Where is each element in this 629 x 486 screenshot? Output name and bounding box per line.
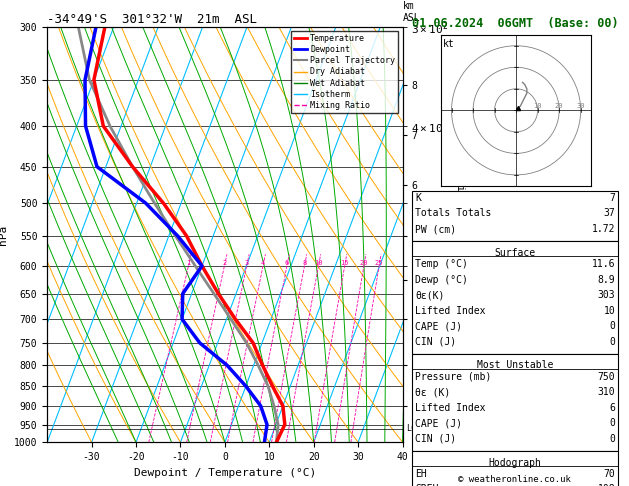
Text: 0: 0 xyxy=(610,434,615,444)
Text: EH: EH xyxy=(415,469,427,479)
Text: 10: 10 xyxy=(603,306,615,315)
Text: 37: 37 xyxy=(603,208,615,218)
Text: Lifted Index: Lifted Index xyxy=(415,403,486,413)
Text: Dewp (°C): Dewp (°C) xyxy=(415,275,468,284)
Text: © weatheronline.co.uk: © weatheronline.co.uk xyxy=(458,474,571,484)
Text: CAPE (J): CAPE (J) xyxy=(415,321,462,331)
Text: 01.06.2024  06GMT  (Base: 00): 01.06.2024 06GMT (Base: 00) xyxy=(412,17,618,30)
Text: Totals Totals: Totals Totals xyxy=(415,208,491,218)
Text: 7: 7 xyxy=(610,193,615,203)
Text: 11.6: 11.6 xyxy=(592,259,615,269)
Text: LCL: LCL xyxy=(406,424,421,434)
Text: 750: 750 xyxy=(598,372,615,382)
Text: 0: 0 xyxy=(610,418,615,428)
Text: CAPE (J): CAPE (J) xyxy=(415,418,462,428)
Text: Temp (°C): Temp (°C) xyxy=(415,259,468,269)
Text: 8: 8 xyxy=(303,260,306,266)
Text: Most Unstable: Most Unstable xyxy=(477,361,554,370)
Text: 25: 25 xyxy=(375,260,383,266)
Text: CIN (J): CIN (J) xyxy=(415,434,456,444)
Text: 303: 303 xyxy=(598,290,615,300)
Text: Pressure (mb): Pressure (mb) xyxy=(415,372,491,382)
Text: 2: 2 xyxy=(222,260,226,266)
Text: 0: 0 xyxy=(610,337,615,347)
Text: θε(K): θε(K) xyxy=(415,290,445,300)
Text: 6: 6 xyxy=(285,260,289,266)
Text: 30: 30 xyxy=(576,103,585,109)
Text: 10: 10 xyxy=(314,260,323,266)
Text: SREH: SREH xyxy=(415,485,438,486)
Text: 1.72: 1.72 xyxy=(592,224,615,234)
Text: 20: 20 xyxy=(360,260,368,266)
Text: km
ASL: km ASL xyxy=(403,1,420,22)
Text: CIN (J): CIN (J) xyxy=(415,337,456,347)
Text: 8.9: 8.9 xyxy=(598,275,615,284)
Text: kt: kt xyxy=(443,39,455,49)
Text: 3: 3 xyxy=(245,260,249,266)
Text: 6: 6 xyxy=(610,403,615,413)
Text: θε (K): θε (K) xyxy=(415,387,450,397)
Text: PW (cm): PW (cm) xyxy=(415,224,456,234)
Y-axis label: Mixing Ratio (g/kg): Mixing Ratio (g/kg) xyxy=(455,179,465,290)
Text: 70: 70 xyxy=(603,469,615,479)
Text: 310: 310 xyxy=(598,387,615,397)
Text: 0: 0 xyxy=(610,321,615,331)
Text: 10: 10 xyxy=(533,103,542,109)
Text: 1: 1 xyxy=(186,260,191,266)
X-axis label: Dewpoint / Temperature (°C): Dewpoint / Temperature (°C) xyxy=(134,468,316,478)
Text: 108: 108 xyxy=(598,485,615,486)
Y-axis label: hPa: hPa xyxy=(0,225,8,244)
Text: Lifted Index: Lifted Index xyxy=(415,306,486,315)
Text: K: K xyxy=(415,193,421,203)
Legend: Temperature, Dewpoint, Parcel Trajectory, Dry Adiabat, Wet Adiabat, Isotherm, Mi: Temperature, Dewpoint, Parcel Trajectory… xyxy=(291,31,398,113)
Text: Hodograph: Hodograph xyxy=(489,458,542,468)
Text: 15: 15 xyxy=(340,260,349,266)
Text: 4: 4 xyxy=(261,260,265,266)
Text: Surface: Surface xyxy=(494,248,536,258)
Text: 20: 20 xyxy=(555,103,564,109)
Text: -34°49'S  301°32'W  21m  ASL: -34°49'S 301°32'W 21m ASL xyxy=(47,13,257,26)
